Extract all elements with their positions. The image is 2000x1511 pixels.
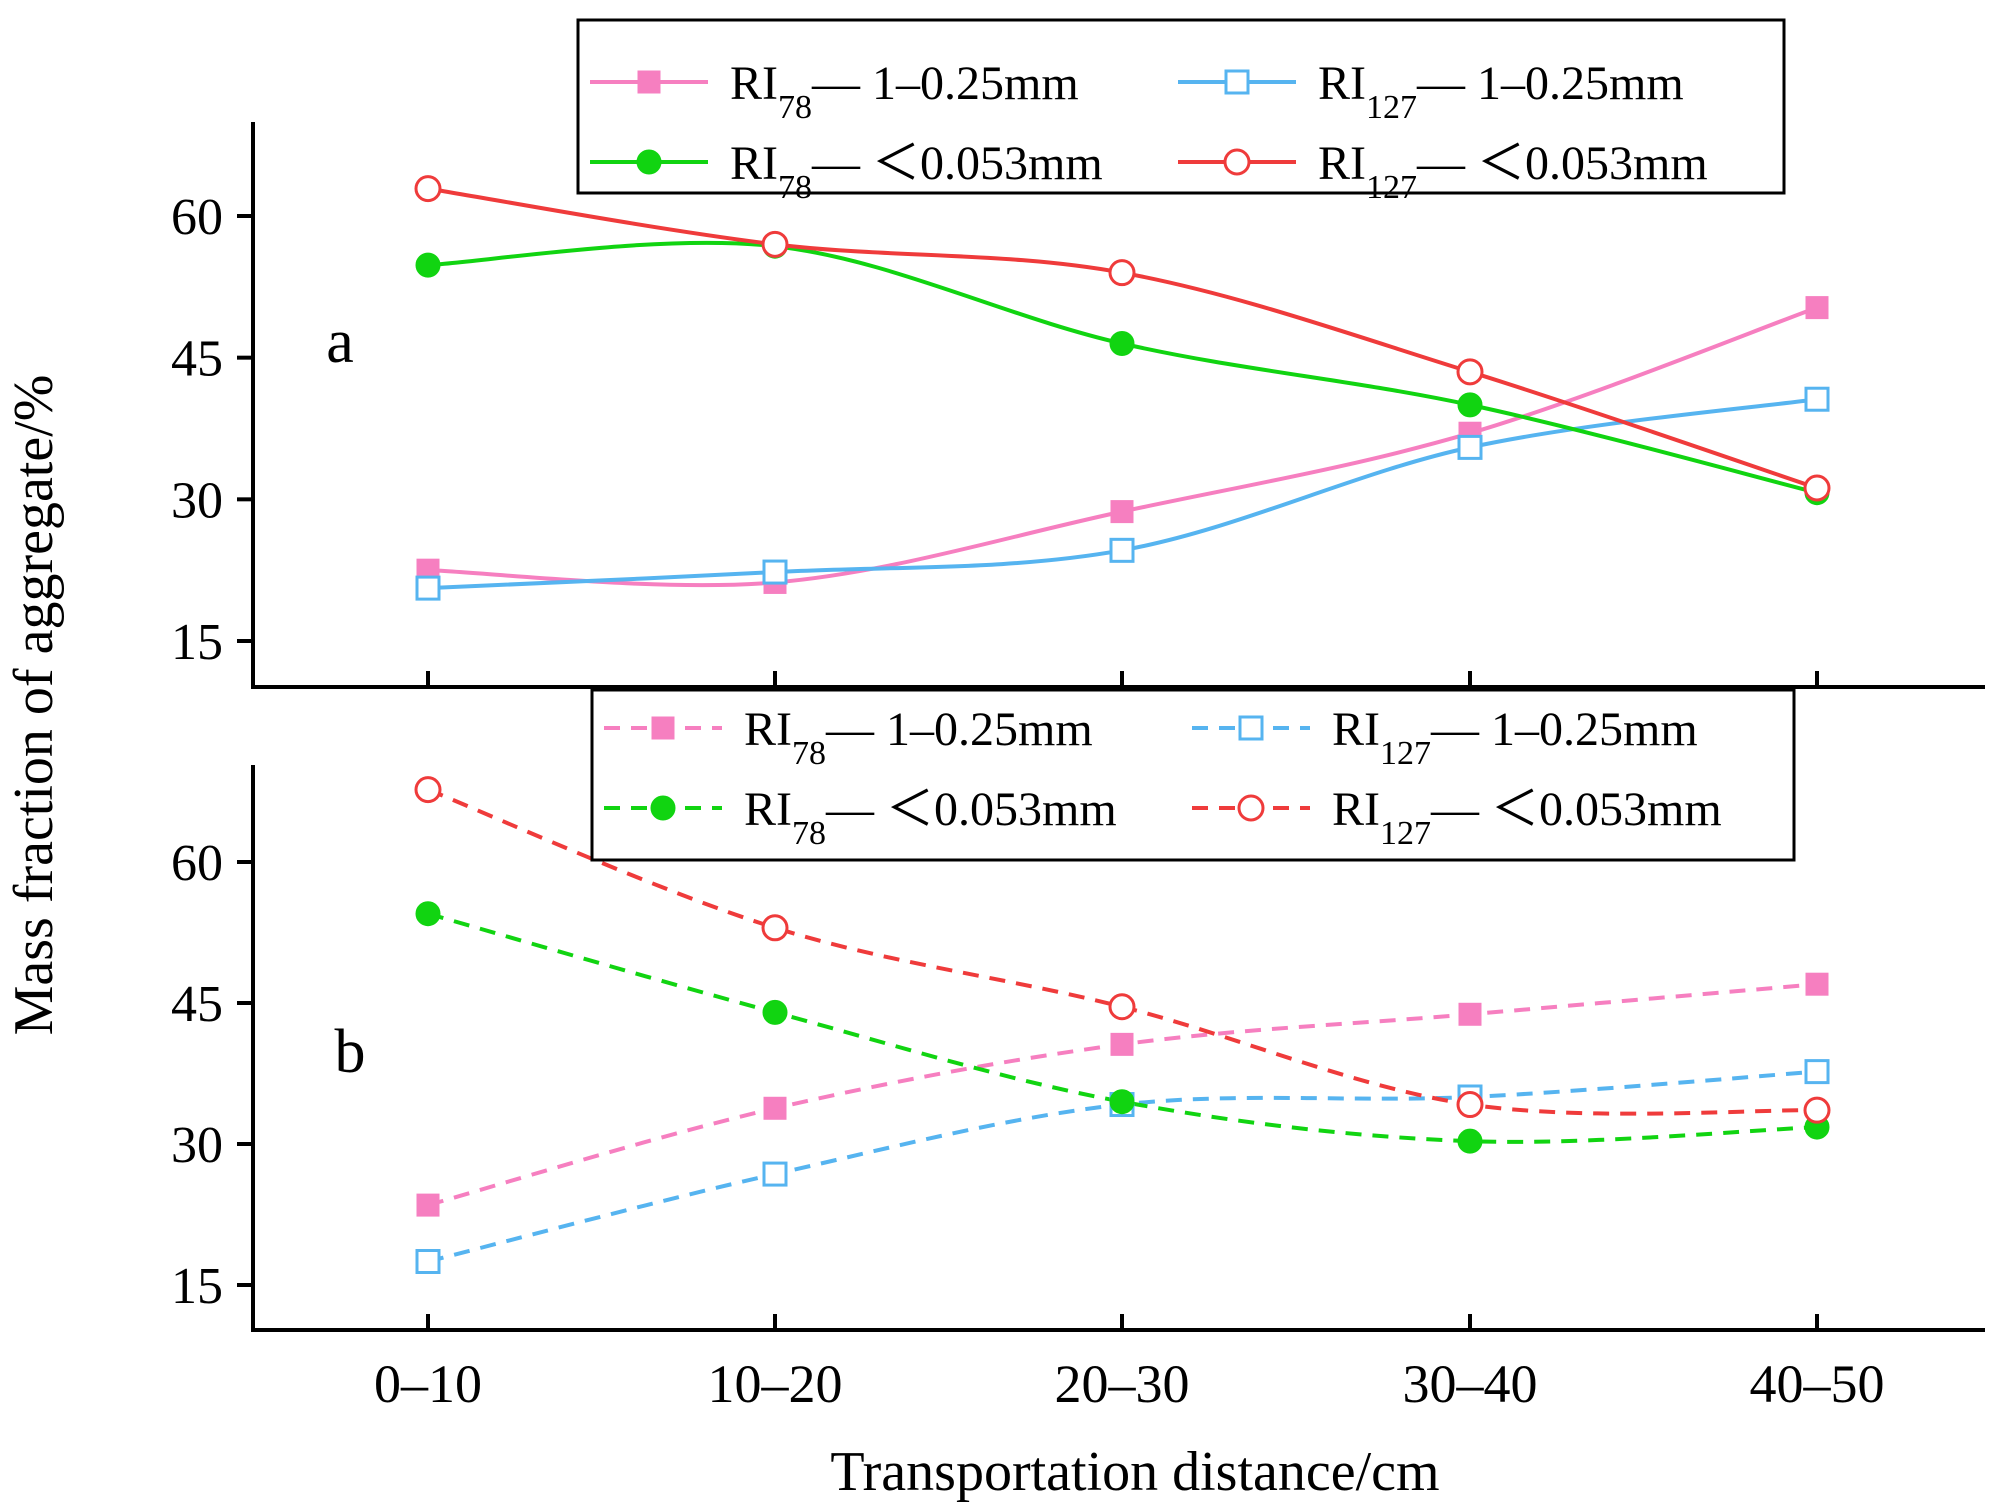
panel-label: a	[326, 308, 354, 376]
data-point-ri127_fine	[1803, 474, 1831, 502]
x-tick-label: 0–10	[374, 1354, 482, 1414]
data-point-ri78_coarse	[763, 1096, 787, 1120]
data-point-ri127_fine	[1803, 1096, 1831, 1124]
x-tick-label: 30–40	[1403, 1354, 1538, 1414]
legend: RI78— 1–0.25mm RI127— 1–0.25mm RI78— ＜0.05…	[576, 18, 1786, 206]
legend-marker-ri78_fine	[650, 795, 676, 821]
data-point-ri78_fine	[415, 252, 441, 278]
data-point-ri127_coarse	[1804, 386, 1830, 412]
data-point-ri127_coarse	[415, 1249, 441, 1274]
series-line-ri78_fine	[427, 911, 1818, 1144]
legend-box	[576, 18, 1786, 195]
data-point-ri127_fine	[1108, 993, 1136, 1021]
y-tick-label: 15	[171, 1258, 223, 1315]
data-point-ri127_fine	[1108, 259, 1136, 287]
legend-marker-ri78_fine	[636, 149, 662, 175]
legend-label-ri127_fine: RI127— ＜0.053mm	[1332, 783, 1722, 852]
y-tick-label: 45	[171, 331, 223, 388]
legend-box	[590, 688, 1796, 862]
data-point-ri78_coarse	[1110, 500, 1134, 524]
data-point-ri78_coarse	[1805, 296, 1829, 320]
data-point-ri127_fine	[1456, 358, 1484, 386]
data-point-ri127_coarse	[415, 575, 441, 601]
data-point-ri78_coarse	[416, 1193, 440, 1217]
legend-marker-ri127_coarse	[1238, 715, 1264, 741]
data-point-ri78_fine	[1109, 331, 1135, 356]
data-point-ri127_fine	[761, 914, 789, 942]
y-tick-label: 30	[171, 472, 223, 529]
data-point-ri127_coarse	[762, 1161, 788, 1187]
legend-marker-ri127_coarse	[1224, 69, 1250, 95]
y-tick-label: 30	[171, 1117, 223, 1174]
x-tick-label: 40–50	[1750, 1354, 1885, 1414]
legend-label-ri78_coarse: RI78— 1–0.25mm	[744, 703, 1093, 772]
data-point-ri127_fine	[1456, 1091, 1484, 1119]
data-point-ri78_fine	[1457, 1128, 1483, 1154]
legend-label-ri78_coarse: RI78— 1–0.25mm	[730, 57, 1079, 126]
legend-marker-ri127_fine	[1237, 794, 1265, 822]
legend-label-ri127_fine: RI127— ＜0.053mm	[1318, 137, 1708, 206]
y-tick-label: 60	[171, 189, 223, 246]
y-tick-label: 15	[171, 614, 223, 671]
panel-label: b	[335, 1018, 366, 1086]
data-point-ri78_coarse	[1805, 972, 1829, 996]
y-axis-title: Mass fraction of aggregate/%	[3, 375, 65, 1036]
data-point-ri127_fine	[761, 230, 789, 258]
legend-label-ri127_coarse: RI127— 1–0.25mm	[1332, 703, 1698, 772]
legend-label-ri127_coarse: RI127— 1–0.25mm	[1318, 57, 1684, 126]
y-tick-label: 60	[171, 835, 223, 892]
legend-marker-ri78_coarse	[637, 70, 661, 94]
data-point-ri127_fine	[414, 175, 442, 203]
data-point-ri78_fine	[1109, 1089, 1135, 1115]
legend-marker-ri127_fine	[1223, 148, 1251, 176]
x-axis-title: Transportation distance/cm	[830, 1441, 1439, 1503]
data-point-ri78_fine	[415, 901, 441, 927]
data-point-ri127_coarse	[1804, 1059, 1830, 1085]
data-point-ri127_coarse	[1109, 537, 1135, 563]
x-tick-label: 20–30	[1055, 1354, 1190, 1414]
legend-label-ri78_fine: RI78— ＜0.053mm	[744, 783, 1117, 852]
data-point-ri127_coarse	[762, 559, 788, 585]
legend-label-ri78_fine: RI78— ＜0.053mm	[730, 137, 1103, 206]
y-tick-label: 45	[171, 976, 223, 1033]
legend-marker-ri78_coarse	[651, 716, 675, 740]
data-point-ri78_coarse	[1110, 1032, 1134, 1056]
data-point-ri127_fine	[414, 776, 442, 804]
legend: RI78— 1–0.25mm RI127— 1–0.25mm RI78— ＜0.05…	[590, 688, 1796, 862]
data-point-ri78_coarse	[1458, 1002, 1482, 1026]
data-point-ri78_fine	[762, 999, 788, 1025]
x-tick-label: 10–20	[708, 1354, 843, 1414]
data-point-ri127_coarse	[1457, 434, 1483, 460]
data-point-ri78_fine	[1457, 392, 1483, 418]
